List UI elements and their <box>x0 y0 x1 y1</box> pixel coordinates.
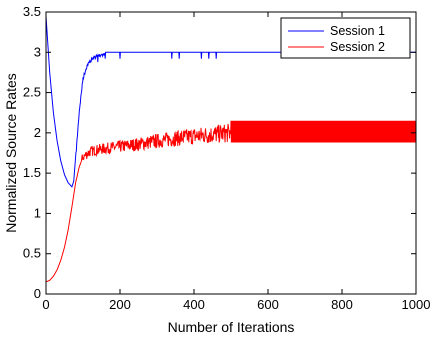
y-tick-label: 3.5 <box>23 4 41 19</box>
series-line-2 <box>45 120 417 283</box>
legend-label-session-1: Session 1 <box>330 24 385 38</box>
x-tick-label: 600 <box>257 297 279 312</box>
x-tick-label: 200 <box>109 297 131 312</box>
legend-label-session-2: Session 2 <box>330 40 385 54</box>
plot-area <box>46 12 416 294</box>
x-axis-ticks: 0 200 400 600 800 1000 <box>42 12 430 312</box>
x-tick-label: 1000 <box>402 297 431 312</box>
x-tick-label: 0 <box>42 297 49 312</box>
x-tick-label: 400 <box>183 297 205 312</box>
y-tick-label: 1 <box>34 205 41 220</box>
x-tick-label: 800 <box>331 297 353 312</box>
y-tick-label: 2 <box>34 125 41 140</box>
y-tick-label: 1.5 <box>23 165 41 180</box>
legend-box <box>280 17 411 59</box>
y-axis-ticks: 0 0.5 1 1.5 2 2.5 3 3.5 <box>23 4 416 301</box>
y-tick-label: 3 <box>34 44 41 59</box>
y-tick-label: 0.5 <box>23 246 41 261</box>
y-tick-label: 2.5 <box>23 85 41 100</box>
x-axis-label: Number of Iterations <box>168 319 295 335</box>
plot-frame <box>45 11 417 295</box>
y-axis-label: Normalized Source Rates <box>3 73 19 233</box>
y-tick-label: 0 <box>34 286 41 301</box>
legend: Session 1 Session 2 <box>280 17 411 59</box>
